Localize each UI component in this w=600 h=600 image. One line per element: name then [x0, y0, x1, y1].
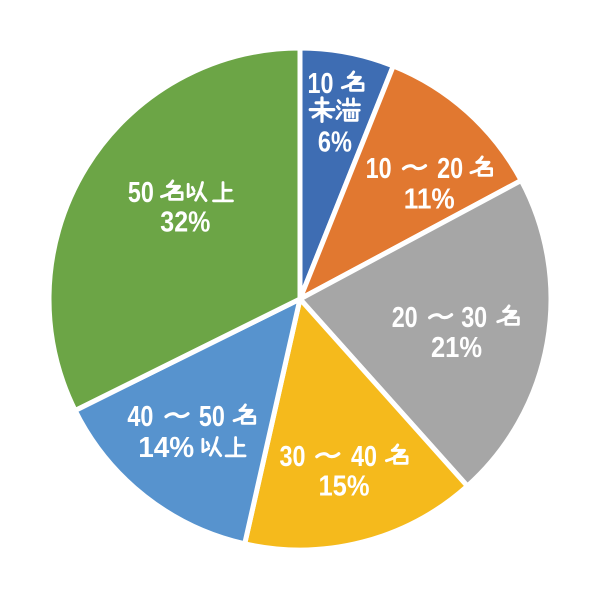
- svg-text:6%: 6%: [318, 127, 352, 159]
- svg-text:20: 20: [437, 153, 463, 185]
- svg-text:11%: 11%: [404, 184, 455, 216]
- svg-text:20: 20: [392, 302, 418, 334]
- svg-text:40: 40: [351, 441, 377, 473]
- svg-text:50: 50: [128, 177, 154, 209]
- svg-text:14%: 14%: [138, 432, 194, 464]
- svg-text:50: 50: [199, 401, 225, 433]
- svg-text:30: 30: [280, 441, 306, 473]
- svg-text:40: 40: [127, 401, 153, 433]
- svg-text:30: 30: [461, 302, 487, 334]
- svg-text:10: 10: [308, 68, 334, 100]
- svg-text:15%: 15%: [319, 471, 370, 503]
- svg-text:32%: 32%: [160, 207, 210, 239]
- svg-text:10: 10: [366, 153, 392, 185]
- svg-text:21%: 21%: [431, 332, 482, 364]
